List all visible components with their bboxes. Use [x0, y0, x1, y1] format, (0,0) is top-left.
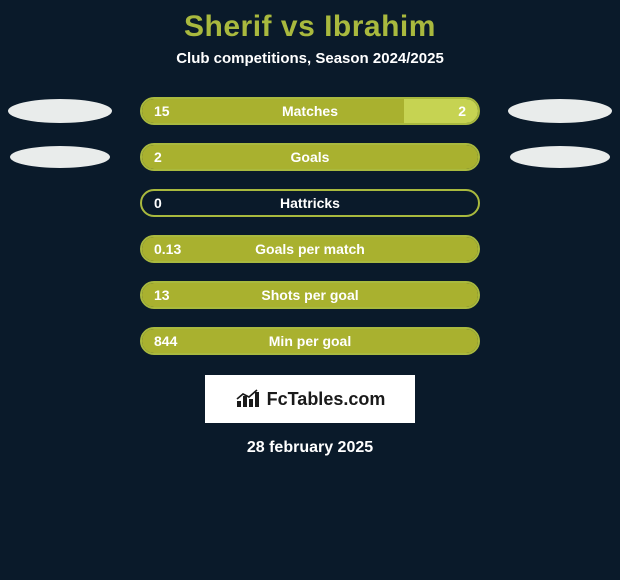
bar-fill-left — [142, 99, 404, 123]
stat-label: Hattricks — [280, 195, 340, 211]
stat-row: Matches 15 2 — [0, 97, 620, 125]
stat-label: Goals per match — [255, 241, 365, 257]
stats-rows: Matches 15 2 Goals 2 Hattricks 0 Goals per matc… — [0, 97, 620, 355]
stat-value-left: 0 — [154, 195, 162, 211]
stat-label: Shots per goal — [261, 287, 358, 303]
stat-value-left: 15 — [154, 103, 170, 119]
stat-bar: Goals 2 — [140, 143, 480, 171]
stat-bar: Hattricks 0 — [140, 189, 480, 217]
stat-row: Shots per goal 13 — [0, 281, 620, 309]
stat-bar: Matches 15 2 — [140, 97, 480, 125]
branding-box: FcTables.com — [205, 375, 415, 423]
stat-row: Goals per match 0.13 — [0, 235, 620, 263]
stat-label: Goals — [291, 149, 330, 165]
left-player-badge-slot — [0, 99, 120, 123]
bar-fill-right — [404, 99, 478, 123]
comparison-title: Sherif vs Ibrahim — [0, 0, 620, 50]
player-right-ellipse — [508, 99, 612, 123]
right-player-badge-slot — [500, 99, 620, 123]
player-right-ellipse — [510, 146, 610, 168]
stat-row: Hattricks 0 — [0, 189, 620, 217]
stat-bar: Shots per goal 13 — [140, 281, 480, 309]
stat-bar: Goals per match 0.13 — [140, 235, 480, 263]
stat-value-right: 2 — [458, 103, 466, 119]
player-left-ellipse — [8, 99, 112, 123]
stat-row: Min per goal 844 — [0, 327, 620, 355]
bars-chart-icon — [235, 389, 261, 409]
stat-value-left: 13 — [154, 287, 170, 303]
left-player-badge-slot — [0, 146, 120, 168]
branding-text: FcTables.com — [267, 389, 386, 410]
stat-value-left: 2 — [154, 149, 162, 165]
stat-bar: Min per goal 844 — [140, 327, 480, 355]
footer-date: 28 february 2025 — [0, 439, 620, 457]
stat-row: Goals 2 — [0, 143, 620, 171]
stat-label: Matches — [282, 103, 338, 119]
stat-label: Min per goal — [269, 333, 351, 349]
stat-value-left: 844 — [154, 333, 177, 349]
comparison-subtitle: Club competitions, Season 2024/2025 — [0, 50, 620, 67]
right-player-badge-slot — [500, 146, 620, 168]
stat-value-left: 0.13 — [154, 241, 181, 257]
player-left-ellipse — [10, 146, 110, 168]
